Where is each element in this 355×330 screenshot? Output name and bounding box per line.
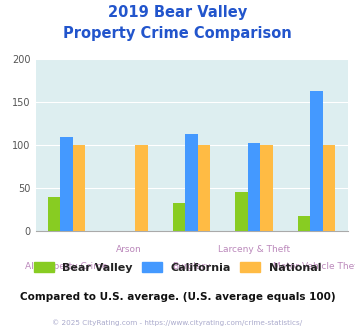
- Bar: [48, 197, 60, 231]
- Text: All Property Crime: All Property Crime: [26, 262, 108, 271]
- Bar: [248, 143, 261, 231]
- Bar: [185, 134, 198, 231]
- Text: Compared to U.S. average. (U.S. average equals 100): Compared to U.S. average. (U.S. average …: [20, 292, 335, 302]
- Text: Property Crime Comparison: Property Crime Comparison: [63, 26, 292, 41]
- Bar: [310, 91, 323, 231]
- Bar: [198, 145, 211, 231]
- Text: © 2025 CityRating.com - https://www.cityrating.com/crime-statistics/: © 2025 CityRating.com - https://www.city…: [53, 319, 302, 326]
- Bar: [60, 137, 73, 231]
- Bar: [136, 145, 148, 231]
- Bar: [261, 145, 273, 231]
- Text: 2019 Bear Valley: 2019 Bear Valley: [108, 5, 247, 20]
- Bar: [73, 145, 86, 231]
- Bar: [173, 203, 185, 231]
- Text: Arson: Arson: [116, 245, 142, 254]
- Bar: [298, 215, 310, 231]
- Text: Burglary: Burglary: [173, 262, 211, 271]
- Bar: [323, 145, 335, 231]
- Text: Larceny & Theft: Larceny & Theft: [218, 245, 290, 254]
- Legend: Bear Valley, California, National: Bear Valley, California, National: [29, 258, 326, 278]
- Bar: [235, 192, 248, 231]
- Text: Motor Vehicle Theft: Motor Vehicle Theft: [273, 262, 355, 271]
